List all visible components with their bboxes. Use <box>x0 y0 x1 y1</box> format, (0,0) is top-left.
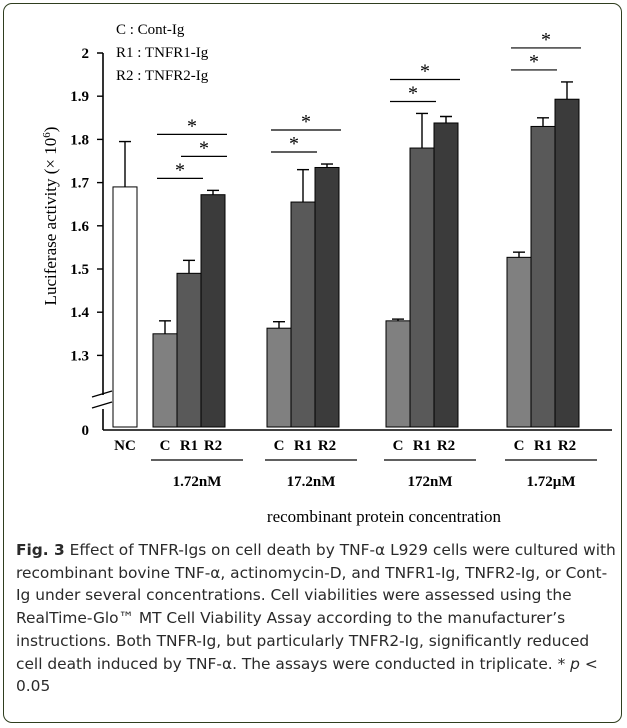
significance-star: * <box>289 133 299 155</box>
x-category-label: NC <box>114 438 136 454</box>
bar-c <box>266 327 292 428</box>
significance-star: * <box>420 60 430 82</box>
x-category-label: R1 <box>294 438 312 454</box>
significance-star: * <box>408 82 418 104</box>
x-axis-title: recombinant protein concentration <box>267 507 502 526</box>
x-category-label: R1 <box>534 438 552 454</box>
significance-star: * <box>175 159 185 181</box>
significance-star: * <box>187 115 197 137</box>
figure-caption: Fig. 3 Effect of TNFR-Igs on cell death … <box>16 539 616 698</box>
bar-r2 <box>314 166 340 428</box>
bar-r2 <box>200 194 226 428</box>
significance-star: * <box>199 137 209 159</box>
significance-star: * <box>541 29 551 51</box>
caption-p-text: < 0.05 <box>16 654 598 696</box>
bar-chart: 2 1.9 1.8 1.7 1.6 1.5 1.4 1.3 0 Luciferase activi… <box>41 22 612 526</box>
x-category-label: R2 <box>204 438 222 454</box>
x-category-label: C <box>274 438 285 454</box>
bar-nc <box>112 186 138 428</box>
y-tick-label: 1.9 <box>70 89 89 105</box>
caption-text: Effect of TNFR-Igs on cell death by TNF-… <box>16 541 616 673</box>
axis-break-mark <box>91 390 113 398</box>
x-category-label: R1 <box>180 438 198 454</box>
y-tick-label: 1.7 <box>70 176 89 192</box>
axis-break-mark <box>91 401 113 409</box>
caption-p-symbol: p <box>570 654 580 673</box>
x-category-label: C <box>160 438 171 454</box>
bar-r1 <box>290 201 316 428</box>
y-axis-title: Luciferase activity (× 106) <box>41 127 60 306</box>
x-category-label: C <box>514 438 525 454</box>
y-tick-label: 1.8 <box>70 132 89 148</box>
caption-label: Fig. 3 <box>16 541 65 559</box>
bar-r1 <box>530 125 556 428</box>
x-category-label: R2 <box>558 438 576 454</box>
x-category-label: R2 <box>318 438 336 454</box>
x-category-label: C <box>393 438 404 454</box>
group-concentration-label: 1.72µM <box>526 474 575 490</box>
bar-r2 <box>433 122 459 428</box>
legend-entry: R1 : TNFR1-Ig <box>116 45 209 61</box>
x-category-label: R1 <box>413 438 431 454</box>
significance-star: * <box>301 111 311 133</box>
bar-r1 <box>409 147 435 428</box>
bar-c <box>385 320 411 428</box>
x-category-label: R2 <box>437 438 455 454</box>
y-tick-label: 1.4 <box>70 305 89 321</box>
y-tick-label: 1.6 <box>70 219 89 235</box>
y-tick-label: 1.5 <box>70 262 89 278</box>
legend-entry: C : Cont-Ig <box>116 22 185 38</box>
y-tick-label: 1.3 <box>70 348 89 364</box>
group-concentration-label: 17.2nM <box>287 474 336 490</box>
y-tick-label: 2 <box>82 46 90 62</box>
figure-frame: 2 1.9 1.8 1.7 1.6 1.5 1.4 1.3 0 Luciferase activi… <box>3 3 622 723</box>
group-concentration-label: 172nM <box>408 474 453 490</box>
y-tick-label: 0 <box>82 423 90 439</box>
bar-c <box>506 256 532 428</box>
group-concentration-label: 1.72nM <box>173 474 222 490</box>
bar-r2 <box>554 98 580 428</box>
bar-r1 <box>176 272 202 428</box>
legend-entry: R2 : TNFR2-Ig <box>116 68 209 84</box>
significance-star: * <box>529 51 539 73</box>
bar-c <box>152 333 178 428</box>
